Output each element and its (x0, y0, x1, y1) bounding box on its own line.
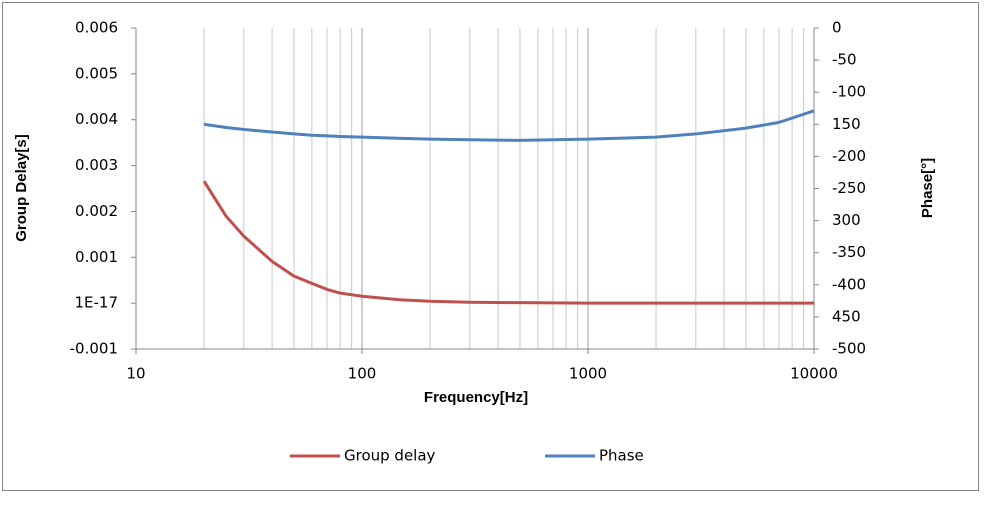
y2-tick-label: -400 (832, 275, 866, 293)
y-tick-label: -0.001 (70, 340, 118, 358)
y2-tick-label: -350 (832, 243, 866, 261)
y-tick-label: 0.004 (75, 110, 118, 128)
y-axis-label: Group Delay[s] (13, 134, 30, 242)
y-tick-label: 0.006 (75, 19, 118, 37)
y2-tick-label: -100 (832, 83, 866, 101)
y-tick-label: 1E-17 (74, 294, 118, 312)
y2-tick-label: 300 (832, 211, 861, 229)
y2-tick-label: 150 (832, 115, 861, 133)
y2-tick-label: -250 (832, 179, 866, 197)
x-tick-label: 10000 (790, 365, 838, 383)
series-line (203, 109, 815, 142)
y-tick-label: 0.005 (75, 64, 118, 82)
y-tick-label: 0.003 (75, 156, 118, 174)
y2-tick-label: 0 (832, 19, 842, 37)
x-tick-label: 100 (348, 365, 377, 383)
y2-tick-label: -500 (832, 340, 866, 358)
x-tick-label: 1000 (569, 365, 607, 383)
x-tick-label: 10 (126, 365, 145, 383)
legend-label: Phase (599, 447, 644, 465)
legend-label: Group delay (344, 447, 436, 465)
chart-border (2, 2, 979, 491)
y2-tick-label: -200 (832, 147, 866, 165)
y2-tick-label: -50 (832, 51, 857, 69)
y-tick-label: 0.001 (75, 248, 118, 266)
x-axis-label: Frequency[Hz] (424, 389, 528, 406)
y-tick-label: 0.002 (75, 202, 118, 220)
y2-axis-label: Phase[°] (919, 158, 936, 218)
series-line (202, 180, 814, 305)
y2-tick-label: 450 (832, 307, 861, 325)
